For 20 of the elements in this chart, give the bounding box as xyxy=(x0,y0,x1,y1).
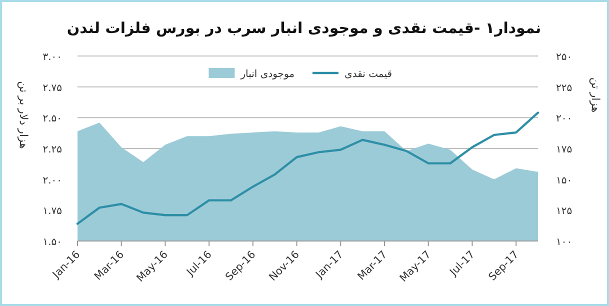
y-tick-label: ۲.۷۵ xyxy=(42,82,62,94)
line-series xyxy=(76,112,540,225)
y2-tick-label: ۱۰۰ xyxy=(556,237,572,248)
y-tick-label: ۲.۰۰ xyxy=(42,175,62,186)
y2-tick-label: ۲۲۵ xyxy=(556,82,572,94)
y2-axis-title: هزار تن xyxy=(589,77,602,113)
y2-tick-label: ۲۵۰ xyxy=(556,52,572,63)
legend-label: قیمت نقدی xyxy=(344,69,392,80)
y-axis-title: هزار دلار بر تن xyxy=(17,81,30,150)
y-tick-label: ۱.۵۰ xyxy=(42,237,62,248)
y-tick-label: ۲.۵۰ xyxy=(42,114,62,125)
y2-tick-label: ۱۷۵ xyxy=(556,144,572,156)
y-tick-label: ۲.۲۵ xyxy=(42,144,62,156)
legend-label: موجودی انبار xyxy=(240,69,294,80)
y2-tick-label: ۱۲۵ xyxy=(556,206,572,218)
chart-title: نمودار۱ -قیمت نقدی و موجودی انبار سرب در بورس فلزات لندن xyxy=(66,19,542,37)
y-tick-label: ۱.۷۵ xyxy=(42,206,62,218)
y2-tick-label: ۲۰۰ xyxy=(556,114,572,125)
y-tick-label: ۳.۰۰ xyxy=(42,52,62,63)
y2-tick-label: ۱۵۰ xyxy=(556,175,572,186)
